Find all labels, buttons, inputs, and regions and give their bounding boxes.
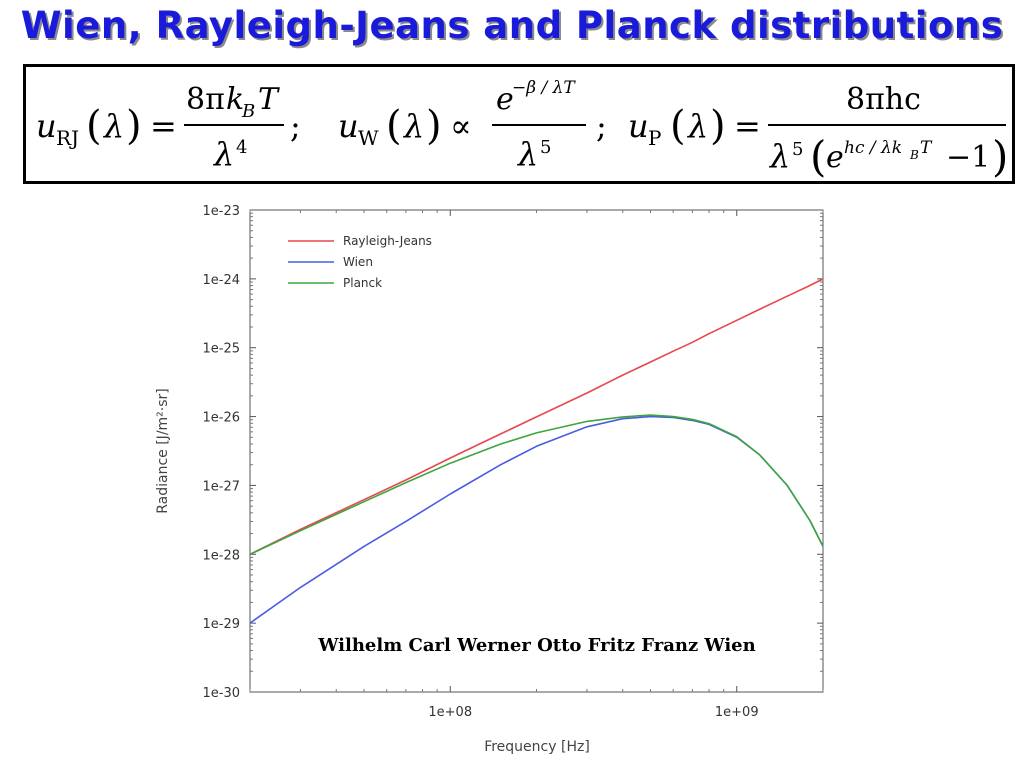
planck-num: 8πhc <box>846 82 921 117</box>
planck-den-exp: 5 <box>792 139 803 160</box>
wien-proportional: ∝ <box>450 107 472 145</box>
wien-separator: ; <box>596 107 607 145</box>
planck-den-paren-open: ( <box>810 132 826 181</box>
caption: Wilhelm Carl Werner Otto Fritz Franz Wie… <box>317 635 755 656</box>
wien-num-e: e <box>496 82 514 117</box>
y-tick-label: 1e-25 <box>202 342 240 357</box>
series-line-rayleigh-jeans <box>249 278 824 556</box>
wien-arg: λ <box>402 107 424 145</box>
formula-planck: u P ( λ ) = 8πhc λ 5 ( e hc / λk B T −1 … <box>628 82 1008 181</box>
formula-svg: u RJ ( λ ) = 8π k B T λ 4 ; u W ( λ ) ∝ … <box>36 78 1008 181</box>
planck-u: u <box>628 107 649 145</box>
rj-paren-open: ( <box>86 103 102 149</box>
planck-den-e-exp: hc / λk <box>844 138 902 158</box>
rj-den-exp: 4 <box>236 137 247 158</box>
wien-den-lambda: λ <box>516 135 538 173</box>
legend-label: Rayleigh-Jeans <box>343 234 432 248</box>
wien-den-exp: 5 <box>540 137 551 158</box>
y-tick-label: 1e-23 <box>202 204 240 219</box>
planck-den-e: e <box>826 140 844 175</box>
wien-paren-open: ( <box>386 103 402 149</box>
wien-num-exp: −β / λT <box>512 78 576 98</box>
planck-den-e-t: T <box>920 138 933 158</box>
slide-title: Wien, Rayleigh-Jeans and Planck distribu… <box>20 4 1004 47</box>
rj-u: u <box>36 107 57 145</box>
rj-num-sub-b: B <box>241 101 255 122</box>
y-tick-label: 1e-26 <box>202 411 240 426</box>
y-tick-label: 1e-24 <box>202 273 240 288</box>
legend: Rayleigh-Jeans Wien Planck <box>288 234 432 290</box>
rj-num-t: T <box>258 82 280 117</box>
planck-den-e-sub: B <box>909 148 919 162</box>
rj-den-lambda: λ <box>212 135 234 173</box>
y-tick-label: 1e-27 <box>202 479 240 494</box>
x-tick-label: 1e+09 <box>715 705 759 720</box>
formula-wien: u W ( λ ) ∝ e −β / λT λ 5 ; <box>338 78 607 173</box>
x-axis-title: Frequency [Hz] <box>484 739 590 755</box>
series-line-planck <box>249 414 824 556</box>
y-axis: 1e-23 1e-24 1e-25 1e-26 1e-27 1e-28 1e-29 1e-30 <box>202 204 823 701</box>
rj-subscript: RJ <box>56 126 79 150</box>
rj-paren-close: ) <box>126 103 142 149</box>
wien-u: u <box>338 107 359 145</box>
x-axis: 1e+08 1e+09 <box>249 210 824 720</box>
wien-paren-close: ) <box>426 103 442 149</box>
planck-arg: λ <box>686 107 708 145</box>
wien-subscript: W <box>358 126 379 150</box>
planck-paren-open: ( <box>670 103 686 149</box>
y-tick-label: 1e-28 <box>202 548 240 563</box>
planck-den-tail: −1 <box>946 140 990 175</box>
planck-paren-close: ) <box>710 103 726 149</box>
series-layer <box>249 278 824 624</box>
planck-equals: = <box>734 107 761 145</box>
formula-box: u RJ ( λ ) = 8π k B T λ 4 ; u W ( λ ) ∝ … <box>23 64 1015 184</box>
y-tick-label: 1e-29 <box>202 617 240 632</box>
planck-den-lambda: λ <box>768 137 790 175</box>
y-axis-title: Radiance [J/m²·sr] <box>155 388 171 514</box>
rj-equals: = <box>150 107 177 145</box>
rj-separator: ; <box>290 107 301 145</box>
rj-num-k: k <box>226 82 244 117</box>
legend-label: Planck <box>343 276 382 290</box>
x-tick-label: 1e+08 <box>428 705 472 720</box>
plot-area <box>249 209 824 693</box>
planck-subscript: P <box>648 126 661 150</box>
rj-num-8pi: 8π <box>186 82 225 117</box>
formula-rayleigh-jeans: u RJ ( λ ) = 8π k B T λ 4 ; <box>36 82 301 173</box>
legend-label: Wien <box>343 255 373 269</box>
rj-arg: λ <box>102 107 124 145</box>
planck-den-paren-close: ) <box>992 132 1008 181</box>
y-tick-label: 1e-30 <box>202 686 240 701</box>
